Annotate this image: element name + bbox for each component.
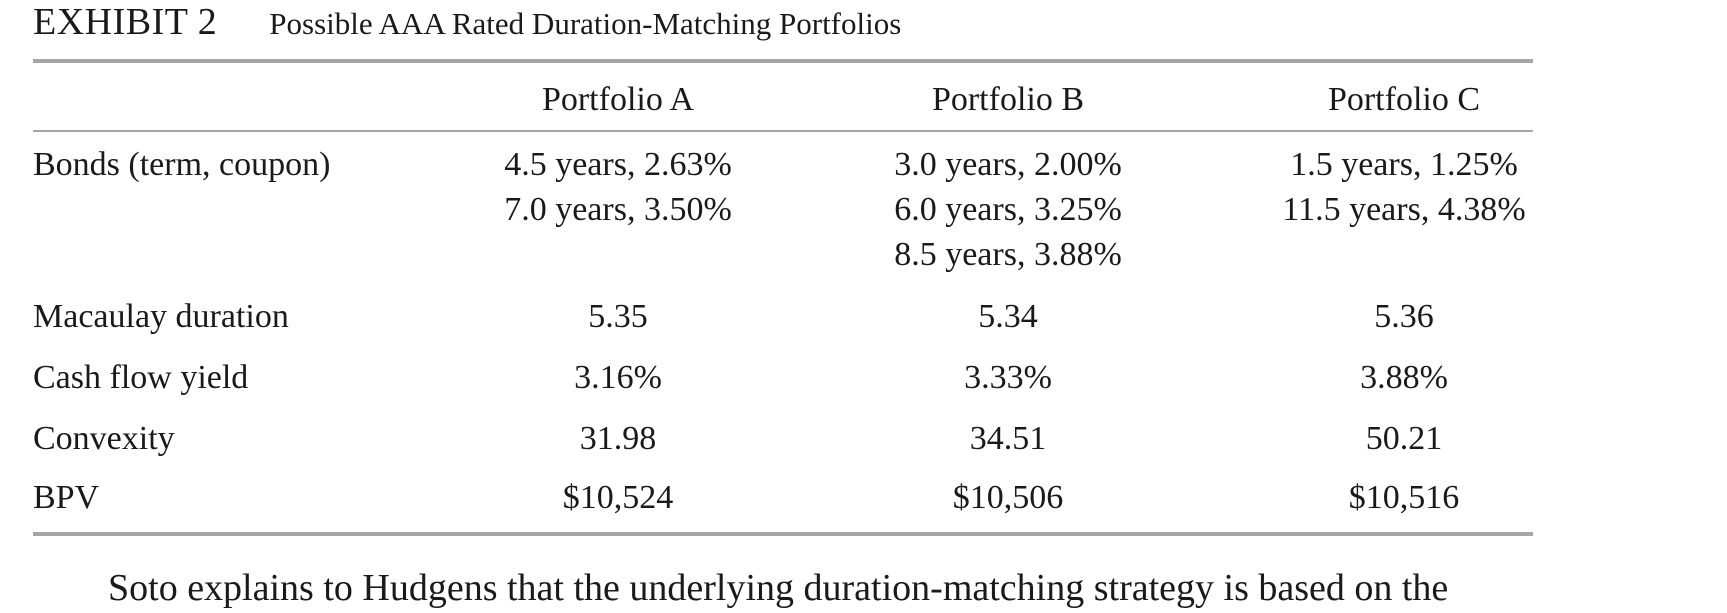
column-header-portfolio-b: Portfolio B <box>931 81 1085 118</box>
row-label-macaulay-duration: Macaulay duration <box>33 298 289 335</box>
body-paragraph-text: Soto explains to Hudgens that the underl… <box>108 567 1449 609</box>
convexity-portfolio-c: 50.21 <box>1365 420 1443 457</box>
convexity-portfolio-a: 31.98 <box>579 420 657 457</box>
cash-flow-yield-portfolio-b: 3.33% <box>964 359 1052 396</box>
row-label-bonds: Bonds (term, coupon) <box>33 146 331 183</box>
bond-entry: 3.0 years, 2.00% <box>894 146 1122 183</box>
bpv-portfolio-a: $10,524 <box>562 479 674 516</box>
exhibit-title: Possible AAA Rated Duration-Matching Por… <box>269 6 902 41</box>
column-header-portfolio-a: Portfolio A <box>541 81 695 118</box>
bond-entry: 1.5 years, 1.25% <box>1290 146 1518 183</box>
macaulay-portfolio-b: 5.34 <box>978 298 1038 335</box>
bond-entry: 6.0 years, 3.25% <box>894 191 1122 228</box>
row-label-cash-flow-yield: Cash flow yield <box>33 359 249 396</box>
cash-flow-yield-portfolio-c: 3.88% <box>1360 359 1448 396</box>
bonds-portfolio-c: 1.5 years, 1.25% 11.5 years, 4.38% <box>1234 142 1574 232</box>
bond-entry: 7.0 years, 3.50% <box>504 191 732 228</box>
header-rule <box>33 130 1533 132</box>
bond-entry: 4.5 years, 2.63% <box>504 146 732 183</box>
bpv-portfolio-c: $10,516 <box>1348 479 1460 516</box>
row-label-bpv: BPV <box>33 479 100 516</box>
cash-flow-yield-portfolio-a: 3.16% <box>574 359 662 396</box>
exhibit-label: EXHIBIT 2 <box>33 1 218 43</box>
exhibit-header: EXHIBIT 2 Possible AAA Rated Duration-Ma… <box>33 0 901 50</box>
table-top-rule <box>33 59 1533 63</box>
column-header-portfolio-c: Portfolio C <box>1327 81 1481 118</box>
bonds-portfolio-a: 4.5 years, 2.63% 7.0 years, 3.50% <box>448 142 788 232</box>
table-bottom-rule <box>33 532 1533 536</box>
bond-entry: 8.5 years, 3.88% <box>894 236 1122 273</box>
bpv-portfolio-b: $10,506 <box>952 479 1064 516</box>
macaulay-portfolio-c: 5.36 <box>1374 298 1434 335</box>
bond-entry: 11.5 years, 4.38% <box>1282 191 1526 228</box>
convexity-portfolio-b: 34.51 <box>969 420 1047 457</box>
macaulay-portfolio-a: 5.35 <box>588 298 648 335</box>
row-label-convexity: Convexity <box>33 420 175 457</box>
bonds-portfolio-b: 3.0 years, 2.00% 6.0 years, 3.25% 8.5 ye… <box>838 142 1178 277</box>
